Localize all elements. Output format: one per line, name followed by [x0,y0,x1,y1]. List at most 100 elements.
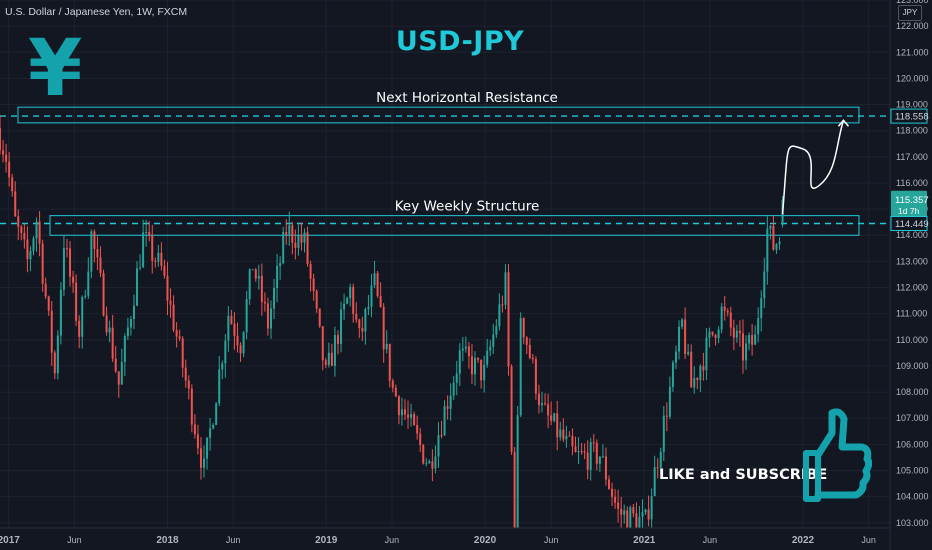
y-tick-label: 106.000 [896,439,929,449]
bar-countdown: 1d 7h [898,206,920,216]
candle-body [206,437,209,459]
candle-body [510,366,513,452]
candle-body [324,360,327,365]
candle-body [650,496,653,520]
candle-body [169,300,172,305]
candle-body [674,351,677,363]
candle-body [385,343,388,350]
candle-body [440,435,443,437]
candle-body [534,359,537,394]
candle-body [632,507,635,514]
candle-body [541,403,544,406]
candle-body [422,445,425,464]
candle-body [87,271,90,296]
currency-badge[interactable]: JPY [898,5,922,21]
candle-body [193,424,196,435]
candle-body [279,263,282,267]
candle-body [714,334,717,339]
candle-body [410,414,413,418]
candle-body [665,415,668,417]
candle-body [172,304,175,331]
candle-body [254,269,257,279]
candle-body [263,301,266,304]
candle-body [620,508,623,515]
candle-body [38,221,41,244]
candle-body [62,248,65,290]
candle-body [760,298,763,319]
candle-body [388,343,391,381]
candle-body [741,333,744,361]
candle-body [59,289,62,336]
candle-body [312,278,315,291]
candle-body [729,312,732,328]
candle-body [684,319,687,355]
candle-body [257,275,260,279]
candle-body [333,335,336,366]
candle-body [769,225,772,229]
candle-body [111,327,114,359]
candle-body [711,331,714,335]
candle-body [285,232,288,235]
candle-body [623,510,626,515]
y-tick-label: 113.000 [896,256,928,266]
candle-body [93,231,96,250]
candle-body [123,336,126,363]
candle-body [607,479,610,489]
candle-body [327,352,330,365]
candle-body [732,327,735,338]
candle-body [595,442,598,464]
candle-body [196,434,199,449]
candle-body [641,512,644,517]
candle-body [224,340,227,364]
x-tick-label: Jun [703,535,718,545]
candle-body [720,306,723,330]
candle-body [513,451,516,550]
candle-body [90,231,93,272]
candle-body [50,310,53,353]
candle-body [336,335,339,344]
candle-body [352,286,355,314]
y-tick-label: 116.000 [896,178,928,188]
candle-body [41,243,44,284]
candle-body [276,266,279,289]
candle-body [681,319,684,327]
candle-body [379,296,382,307]
candle-body [726,310,729,313]
candle-body [477,357,480,360]
candle-body [260,275,263,302]
candle-body [461,348,464,351]
candle-body [598,456,601,464]
candle-body [151,235,154,261]
candle-body [81,296,84,337]
candle-body [184,367,187,381]
candle-body [145,232,148,234]
y-tick-label: 111.000 [896,309,927,319]
candle-body [96,249,99,258]
candle-body [717,329,720,339]
candle-body [690,351,693,388]
x-tick-label: 2020 [474,535,497,546]
candle-body [132,305,135,320]
candle-body [583,451,586,453]
candle-body [531,357,534,360]
candle-body [589,442,592,470]
candle-body [142,232,145,268]
candle-body [266,303,269,329]
candle-body [656,467,659,469]
candle-body [480,359,483,381]
zone-box [49,215,860,236]
candle-body [693,378,696,388]
candle-body [139,267,142,269]
candle-body [614,496,617,503]
projection-path [781,119,850,215]
candle-body [668,386,671,417]
candle-body [136,268,139,306]
candle-body [659,451,662,468]
candle-body [2,150,5,155]
grid-lines [0,0,890,528]
candle-body [178,336,181,339]
candle-body [227,315,230,341]
candle-body [525,337,528,345]
